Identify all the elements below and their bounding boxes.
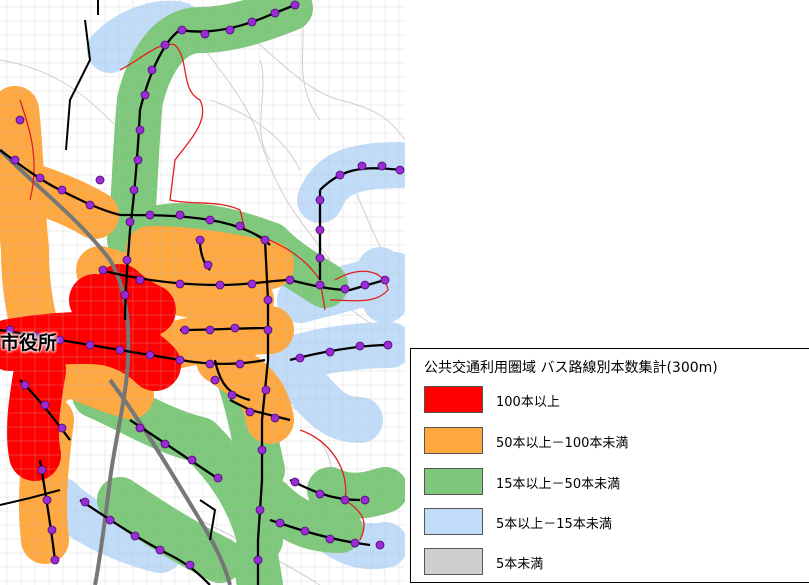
legend-swatch-15-50 bbox=[424, 468, 483, 495]
legend-swatch-50-100 bbox=[424, 427, 483, 454]
legend-panel: 公共交通利用圏域 バス路線別本数集計(300m) 100本以上 50本以上－10… bbox=[410, 348, 809, 583]
rail-lines bbox=[0, 148, 232, 585]
map-panel[interactable]: 市役所 bbox=[0, 0, 405, 585]
legend-swatch-5-15 bbox=[424, 508, 483, 535]
legend-label-15-50: 15本以上－50本未満 bbox=[496, 477, 621, 492]
admin-boundary bbox=[0, 0, 217, 541]
legend-swatch-under-5 bbox=[424, 548, 483, 575]
legend-label-50-100: 50本以上－100本未満 bbox=[496, 436, 629, 451]
legend-label-5-15: 5本以上－15本未満 bbox=[496, 517, 612, 532]
map-canvas[interactable] bbox=[0, 0, 405, 585]
legend-label-under-5: 5本未満 bbox=[496, 557, 544, 572]
legend-item-under-5: 5本未満 bbox=[424, 548, 804, 578]
legend-item-15-50: 15本以上－50本未満 bbox=[424, 468, 804, 498]
legend-label-100-plus: 100本以上 bbox=[496, 395, 560, 410]
bus-stops[interactable] bbox=[5, 0, 405, 570]
legend-item-50-100: 50本以上－100本未満 bbox=[424, 427, 804, 457]
city-hall-label: 市役所 bbox=[0, 332, 58, 354]
legend-title: 公共交通利用圏域 バス路線別本数集計(300m) bbox=[424, 360, 718, 376]
legend-item-100-plus: 100本以上 bbox=[424, 386, 804, 416]
legend-swatch-100-plus bbox=[424, 386, 483, 413]
legend-item-5-15: 5本以上－15本未満 bbox=[424, 508, 804, 538]
